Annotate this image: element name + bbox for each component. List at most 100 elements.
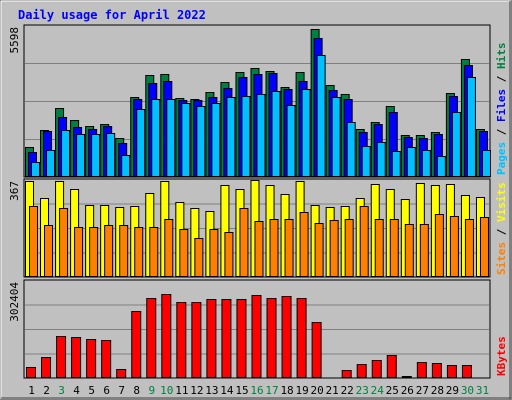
bar-pages-day-25 bbox=[391, 151, 401, 177]
bar-kbytes-day-13 bbox=[206, 299, 217, 378]
x-tick-label-13: 13 bbox=[205, 384, 218, 397]
x-tick-label-2: 2 bbox=[43, 384, 50, 397]
x-tick-label-15: 15 bbox=[235, 384, 248, 397]
x-tick-label-23: 23 bbox=[356, 384, 369, 397]
bar-kbytes-day-25 bbox=[386, 355, 397, 378]
x-axis-tick-labels: 1 2 3 4 5 6 7 8 9 10 11 12 13 14 15 16 17 18 19 20 21 22 23 24 2… bbox=[28, 384, 489, 397]
x-tick-label-5: 5 bbox=[88, 384, 95, 397]
bar-kbytes-day-26 bbox=[401, 376, 412, 378]
bar-pages-day-14 bbox=[226, 97, 236, 177]
bar-sites-day-10 bbox=[164, 219, 174, 277]
bar-pages-day-8 bbox=[136, 109, 146, 177]
x-tick-label-1: 1 bbox=[28, 384, 35, 397]
bar-kbytes-day-1 bbox=[26, 367, 36, 378]
bar-kbytes-day-20 bbox=[311, 322, 322, 378]
bar-sites-day-25 bbox=[389, 219, 399, 277]
bar-sites-day-5 bbox=[89, 227, 99, 277]
bar-sites-day-16 bbox=[254, 221, 264, 277]
bar-kbytes-day-14 bbox=[221, 299, 232, 378]
bar-kbytes-day-17 bbox=[266, 298, 277, 378]
bar-sites-day-7 bbox=[119, 225, 129, 277]
bar-pages-day-12 bbox=[196, 106, 206, 177]
bar-pages-day-6 bbox=[106, 133, 116, 177]
x-tick-label-28: 28 bbox=[431, 384, 444, 397]
bar-sites-day-13 bbox=[209, 229, 219, 277]
bar-pages-day-2 bbox=[46, 150, 56, 177]
legend-entry-pages: Pages bbox=[495, 142, 508, 175]
bar-sites-day-14 bbox=[224, 232, 234, 277]
x-tick-label-11: 11 bbox=[175, 384, 188, 397]
x-tick-label-6: 6 bbox=[103, 384, 110, 397]
bar-pages-day-5 bbox=[91, 134, 101, 177]
x-tick-label-22: 22 bbox=[341, 384, 354, 397]
bar-pages-day-4 bbox=[76, 134, 86, 177]
bar-pages-day-17 bbox=[271, 91, 281, 177]
bar-kbytes-day-10 bbox=[161, 294, 172, 378]
bar-sites-day-24 bbox=[374, 219, 384, 277]
chart-title: Daily usage for April 2022 bbox=[18, 8, 206, 22]
x-tick-label-10: 10 bbox=[160, 384, 173, 397]
bar-sites-day-12 bbox=[194, 238, 204, 277]
bar-pages-day-19 bbox=[301, 89, 311, 177]
bar-pages-day-1 bbox=[31, 162, 40, 177]
x-tick-label-29: 29 bbox=[446, 384, 459, 397]
bar-kbytes-day-8 bbox=[131, 311, 142, 378]
bar-kbytes-day-3 bbox=[56, 336, 67, 378]
legend-separator: / bbox=[495, 69, 508, 89]
x-tick-label-16: 16 bbox=[250, 384, 263, 397]
bar-sites-day-8 bbox=[134, 227, 144, 277]
bar-sites-day-4 bbox=[74, 227, 84, 277]
bar-pages-day-27 bbox=[421, 150, 431, 177]
bar-sites-day-30 bbox=[464, 219, 474, 277]
panel-kbytes-legend: KBytes bbox=[495, 336, 508, 376]
bar-kbytes-day-6 bbox=[101, 340, 112, 378]
bar-kbytes-day-27 bbox=[416, 362, 427, 378]
bar-sites-day-1 bbox=[29, 206, 38, 277]
bar-sites-day-19 bbox=[299, 212, 309, 277]
panel-hits-legend: Pages / Files / Hits bbox=[495, 43, 508, 176]
bar-kbytes-day-2 bbox=[41, 357, 52, 378]
bar-kbytes-day-29 bbox=[446, 365, 457, 378]
x-tick-label-21: 21 bbox=[326, 384, 339, 397]
panel-hits: 5598 Pages / Files / Hits bbox=[8, 24, 508, 178]
bar-kbytes-day-11 bbox=[176, 302, 187, 378]
bar-sites-day-23 bbox=[359, 206, 369, 277]
bar-pages-day-30 bbox=[466, 77, 476, 177]
x-tick-label-7: 7 bbox=[118, 384, 125, 397]
bar-sites-day-31 bbox=[479, 217, 489, 277]
bar-pages-day-3 bbox=[61, 130, 71, 177]
bar-pages-day-31 bbox=[481, 150, 491, 177]
x-tick-label-27: 27 bbox=[416, 384, 429, 397]
panel-kbytes-ymax-label: 302404 bbox=[8, 282, 21, 322]
bar-pages-day-21 bbox=[331, 97, 341, 177]
bar-kbytes-day-24 bbox=[371, 360, 382, 378]
legend-entry-kbytes: KBytes bbox=[495, 336, 508, 376]
x-tick-label-17: 17 bbox=[265, 384, 278, 397]
x-tick-label-19: 19 bbox=[295, 384, 308, 397]
bar-pages-day-13 bbox=[211, 103, 221, 177]
bar-sites-day-20 bbox=[314, 223, 324, 277]
bar-sites-day-21 bbox=[329, 220, 339, 277]
bar-kbytes-day-9 bbox=[146, 298, 157, 378]
bar-sites-day-15 bbox=[239, 208, 249, 277]
bar-pages-day-20 bbox=[316, 55, 326, 177]
bar-pages-day-18 bbox=[286, 105, 296, 177]
bar-kbytes-day-4 bbox=[71, 337, 82, 378]
bar-pages-day-15 bbox=[241, 96, 251, 177]
legend-entry-hits: Hits bbox=[495, 43, 508, 70]
x-tick-label-3: 3 bbox=[58, 384, 65, 397]
panel-visits-legend: Sites / Visits bbox=[495, 182, 508, 275]
x-tick-label-8: 8 bbox=[133, 384, 140, 397]
bar-pages-day-11 bbox=[181, 103, 191, 177]
panel-visits: 367 Sites / Visits bbox=[8, 178, 508, 278]
bar-sites-day-26 bbox=[404, 224, 414, 277]
bar-sites-day-11 bbox=[179, 229, 189, 277]
bar-sites-day-3 bbox=[59, 208, 69, 277]
x-tick-label-31: 31 bbox=[476, 384, 489, 397]
x-tick-label-9: 9 bbox=[148, 384, 155, 397]
bar-kbytes-day-15 bbox=[236, 299, 247, 378]
legend-entry-visits: Visits bbox=[495, 182, 508, 222]
bar-sites-day-9 bbox=[149, 227, 159, 277]
bar-pages-day-28 bbox=[436, 156, 446, 177]
